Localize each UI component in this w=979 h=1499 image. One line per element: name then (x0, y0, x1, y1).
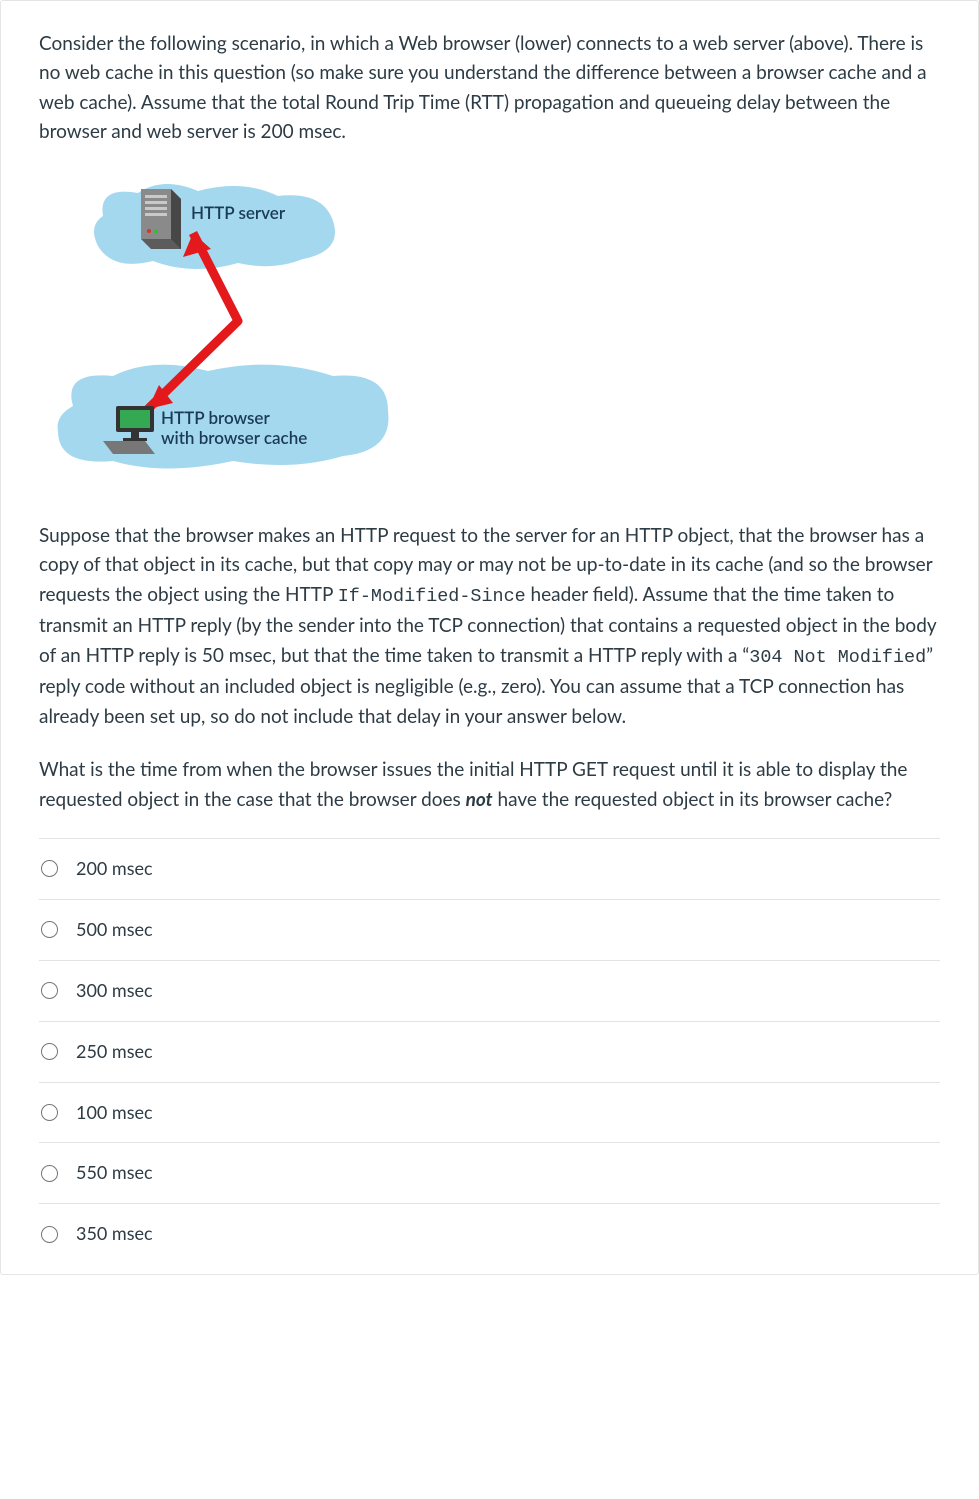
option-radio[interactable] (41, 982, 58, 999)
answer-option[interactable]: 350 msec (39, 1204, 940, 1264)
answer-options: 200 msec 500 msec 300 msec 250 msec 100 … (39, 838, 940, 1264)
option-label: 550 msec (76, 1159, 153, 1187)
answer-option[interactable]: 250 msec (39, 1022, 940, 1083)
cloud-server (94, 184, 335, 269)
p3-not: not (466, 788, 493, 811)
code-304: 304 Not Modified (749, 647, 926, 668)
diagram-svg: HTTP server HTTP browser with browser ca… (43, 171, 393, 491)
answer-option[interactable]: 100 msec (39, 1083, 940, 1144)
option-label: 200 msec (76, 855, 153, 883)
question-card: Consider the following scenario, in whic… (0, 0, 979, 1275)
option-label: 350 msec (76, 1220, 153, 1248)
option-radio[interactable] (41, 860, 58, 877)
option-label: 500 msec (76, 916, 153, 944)
browser-label-line2: with browser cache (161, 427, 307, 448)
question-paragraph-2: Suppose that the browser makes an HTTP r… (39, 521, 940, 731)
option-radio[interactable] (41, 1104, 58, 1121)
answer-option[interactable]: 300 msec (39, 961, 940, 1022)
option-label: 300 msec (76, 977, 153, 1005)
p3-post: have the requested object in its browser… (493, 788, 893, 811)
server-label: HTTP server (191, 202, 286, 223)
option-label: 250 msec (76, 1038, 153, 1066)
network-diagram: HTTP server HTTP browser with browser ca… (43, 171, 940, 491)
question-paragraph-3: What is the time from when the browser i… (39, 755, 940, 814)
option-radio[interactable] (41, 1043, 58, 1060)
answer-option[interactable]: 200 msec (39, 839, 940, 900)
option-label: 100 msec (76, 1099, 153, 1127)
answer-option[interactable]: 500 msec (39, 900, 940, 961)
code-if-modified: If-Modified-Since (338, 586, 526, 607)
server-icon (141, 189, 181, 249)
question-paragraph-1: Consider the following scenario, in whic… (39, 29, 940, 147)
browser-label-line1: HTTP browser (161, 407, 270, 428)
option-radio[interactable] (41, 1165, 58, 1182)
option-radio[interactable] (41, 921, 58, 938)
option-radio[interactable] (41, 1226, 58, 1243)
answer-option[interactable]: 550 msec (39, 1143, 940, 1204)
